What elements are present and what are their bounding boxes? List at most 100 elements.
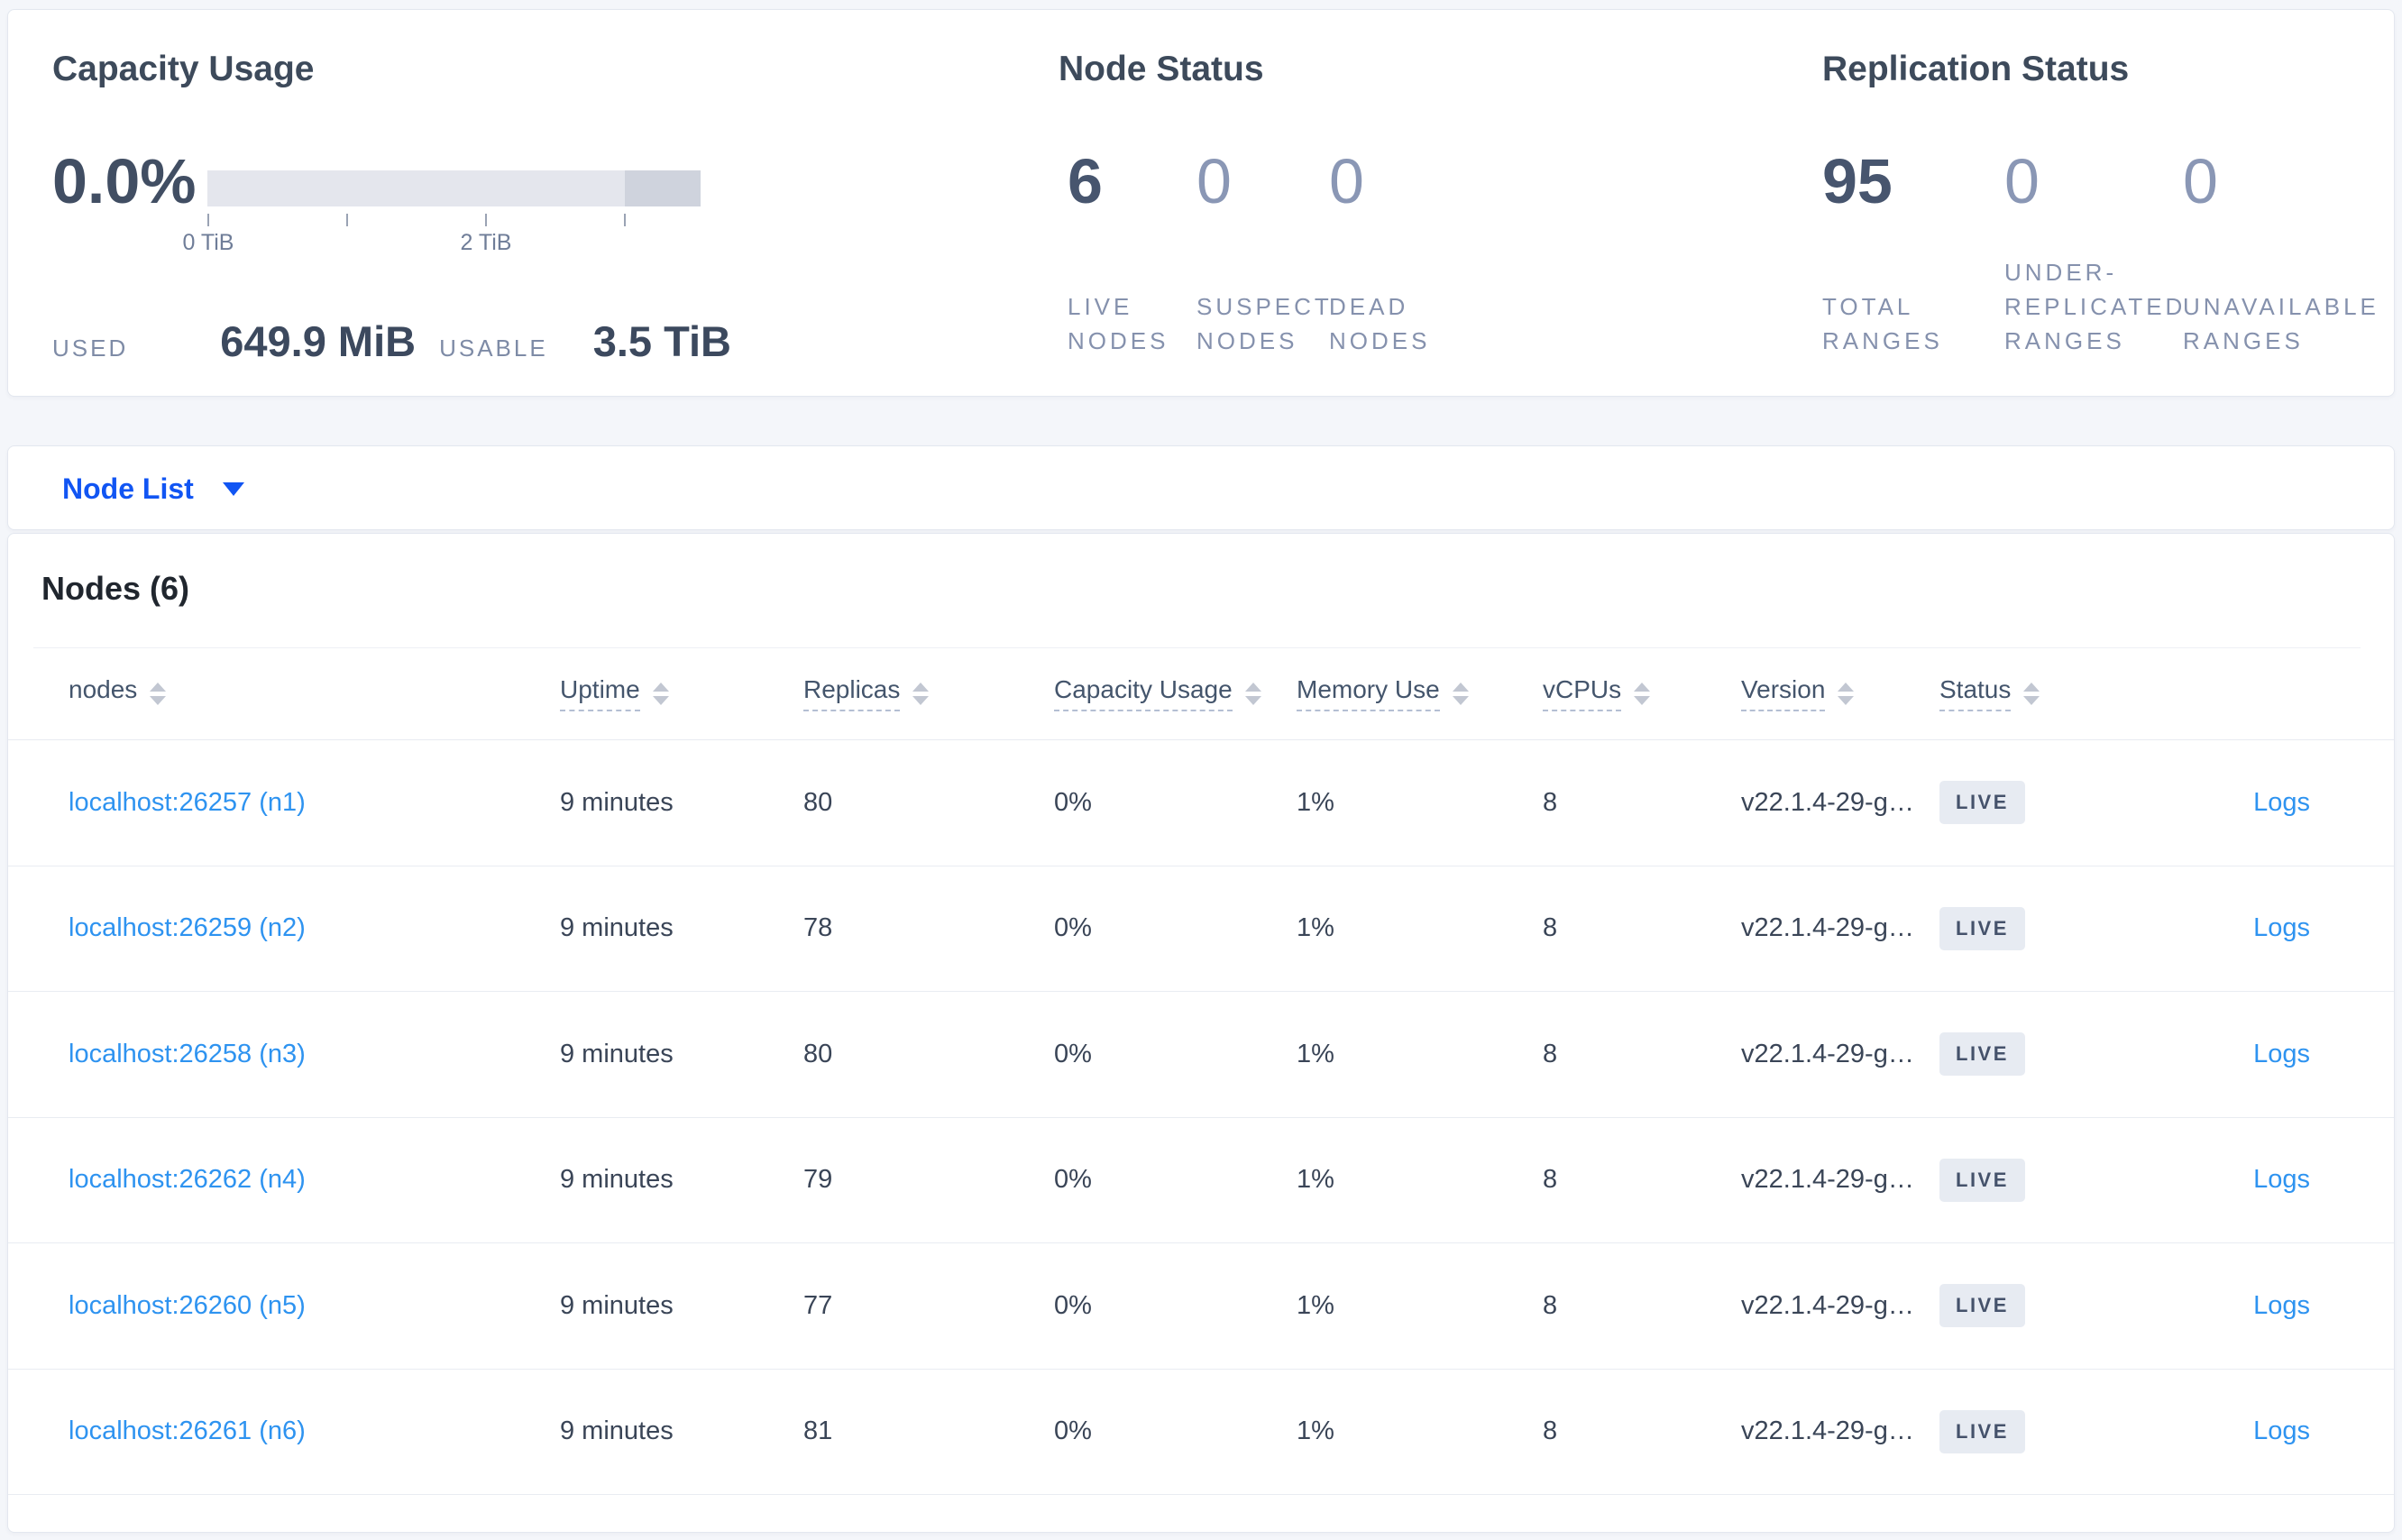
sort-icon — [1452, 682, 1469, 705]
column-header-memory-use[interactable]: Memory Use — [1297, 675, 1543, 711]
capacity-usage-title: Capacity Usage — [52, 50, 315, 88]
version-cell: v22.1.4-29-g… — [1741, 1416, 1914, 1446]
table-row: localhost:26260 (n5) 9 minutes 77 0% 1% … — [8, 1243, 2394, 1370]
capacity-usage-bar — [207, 170, 701, 206]
replicas-cell: 79 — [803, 1165, 833, 1195]
logs-link[interactable]: Logs — [2253, 1416, 2310, 1446]
logs-link[interactable]: Logs — [2253, 1165, 2310, 1195]
suspect-nodes-label: SUSPECT NODES — [1196, 293, 1333, 354]
sort-icon — [1244, 682, 1261, 705]
suspect-nodes-count: 0 — [1196, 146, 1232, 216]
uptime-cell: 9 minutes — [560, 1039, 674, 1068]
unavailable-label: UNAVAILABLE RANGES — [2183, 293, 2379, 354]
total-ranges-label: TOTAL RANGES — [1822, 293, 1943, 354]
table-row: localhost:26259 (n2) 9 minutes 78 0% 1% … — [8, 866, 2394, 992]
column-header-capacity-usage[interactable]: Capacity Usage — [1054, 675, 1297, 711]
dead-nodes-label: DEAD NODES — [1329, 293, 1431, 354]
memory-cell: 1% — [1297, 1039, 1334, 1068]
logs-link[interactable]: Logs — [2253, 787, 2310, 817]
capacity-cell: 0% — [1054, 1039, 1092, 1068]
capacity-axis-label-0: 0 TiB — [182, 230, 234, 255]
table-row: localhost:26262 (n4) 9 minutes 79 0% 1% … — [8, 1118, 2394, 1243]
logs-link[interactable]: Logs — [2253, 1290, 2310, 1320]
total-ranges-count: 95 — [1822, 146, 1893, 216]
used-label: USED — [52, 335, 129, 362]
live-nodes-label: LIVE NODES — [1068, 293, 1169, 354]
view-selector-strip: Node List — [7, 445, 2395, 530]
replicas-cell: 81 — [803, 1416, 833, 1446]
node-address-link[interactable]: localhost:26262 (n4) — [69, 1165, 306, 1195]
unavailable-count: 0 — [2183, 146, 2218, 216]
capacity-axis-label-2: 2 TiB — [460, 230, 512, 255]
usable-value: 3.5 TiB — [592, 317, 731, 365]
capacity-cell: 0% — [1054, 1290, 1092, 1320]
vcpus-cell: 8 — [1543, 1416, 1558, 1446]
node-list-dropdown[interactable]: Node List — [62, 446, 244, 531]
capacity-axis-tick — [346, 214, 348, 226]
status-badge: LIVE — [1939, 1284, 2025, 1328]
logs-link[interactable]: Logs — [2253, 913, 2310, 943]
capacity-axis-tick — [485, 214, 487, 226]
vcpus-cell: 8 — [1543, 913, 1558, 943]
cluster-overview-card: Capacity Usage 0.0% 0 TiB 2 TiB USED 649… — [7, 9, 2395, 397]
nodes-table-title: Nodes (6) — [41, 570, 190, 607]
chevron-down-icon — [222, 481, 244, 496]
column-header-vcpus[interactable]: vCPUs — [1543, 675, 1741, 711]
capacity-cell: 0% — [1054, 913, 1092, 943]
logs-link[interactable]: Logs — [2253, 1039, 2310, 1068]
version-cell: v22.1.4-29-g… — [1741, 1039, 1914, 1068]
node-address-link[interactable]: localhost:26261 (n6) — [69, 1416, 306, 1446]
column-header-nodes[interactable]: nodes — [69, 675, 560, 711]
capacity-usage-percent: 0.0% — [52, 146, 197, 216]
vcpus-cell: 8 — [1543, 787, 1558, 817]
capacity-axis-tick — [207, 214, 209, 226]
memory-cell: 1% — [1297, 787, 1334, 817]
used-value: 649.9 MiB — [220, 317, 417, 365]
sort-icon — [1634, 682, 1651, 705]
replicas-cell: 78 — [803, 913, 833, 943]
node-address-link[interactable]: localhost:26257 (n1) — [69, 787, 306, 817]
uptime-cell: 9 minutes — [560, 1290, 674, 1320]
uptime-cell: 9 minutes — [560, 1416, 674, 1446]
capacity-used-row: USED 649.9 MiB USABLE 3.5 TiB — [52, 316, 731, 366]
column-header-uptime[interactable]: Uptime — [560, 675, 803, 711]
sort-icon — [652, 682, 669, 705]
capacity-axis-tick — [624, 214, 626, 226]
column-header-status[interactable]: Status — [1939, 675, 2156, 711]
column-header-replicas[interactable]: Replicas — [803, 675, 1054, 711]
heading-divider — [33, 647, 2361, 648]
usable-label: USABLE — [439, 335, 548, 362]
table-row: localhost:26258 (n3) 9 minutes 80 0% 1% … — [8, 992, 2394, 1118]
memory-cell: 1% — [1297, 1290, 1334, 1320]
vcpus-cell: 8 — [1543, 1039, 1558, 1068]
uptime-cell: 9 minutes — [560, 787, 674, 817]
table-row: localhost:26261 (n6) 9 minutes 81 0% 1% … — [8, 1370, 2394, 1495]
replicas-cell: 80 — [803, 1039, 833, 1068]
dead-nodes-count: 0 — [1329, 146, 1364, 216]
version-cell: v22.1.4-29-g… — [1741, 913, 1914, 943]
version-cell: v22.1.4-29-g… — [1741, 1290, 1914, 1320]
nodes-table: nodes Uptime Replicas Capacity Usage Mem… — [8, 647, 2394, 1495]
memory-cell: 1% — [1297, 913, 1334, 943]
status-badge: LIVE — [1939, 1158, 2025, 1202]
node-address-link[interactable]: localhost:26258 (n3) — [69, 1039, 306, 1068]
node-address-link[interactable]: localhost:26259 (n2) — [69, 913, 306, 943]
sort-icon — [150, 682, 167, 705]
sort-icon — [2023, 682, 2040, 705]
uptime-cell: 9 minutes — [560, 913, 674, 943]
node-address-link[interactable]: localhost:26260 (n5) — [69, 1290, 306, 1320]
status-badge: LIVE — [1939, 1032, 2025, 1077]
replicas-cell: 80 — [803, 787, 833, 817]
replicas-cell: 77 — [803, 1290, 833, 1320]
replication-status-title: Replication Status — [1822, 50, 2130, 88]
capacity-cell: 0% — [1054, 787, 1092, 817]
under-replicated-count: 0 — [2004, 146, 2040, 216]
version-cell: v22.1.4-29-g… — [1741, 1165, 1914, 1195]
vcpus-cell: 8 — [1543, 1290, 1558, 1320]
table-row: localhost:26257 (n1) 9 minutes 80 0% 1% … — [8, 740, 2394, 866]
status-badge: LIVE — [1939, 906, 2025, 950]
memory-cell: 1% — [1297, 1416, 1334, 1446]
node-status-title: Node Status — [1059, 50, 1264, 88]
capacity-cell: 0% — [1054, 1165, 1092, 1195]
column-header-version[interactable]: Version — [1741, 675, 1939, 711]
